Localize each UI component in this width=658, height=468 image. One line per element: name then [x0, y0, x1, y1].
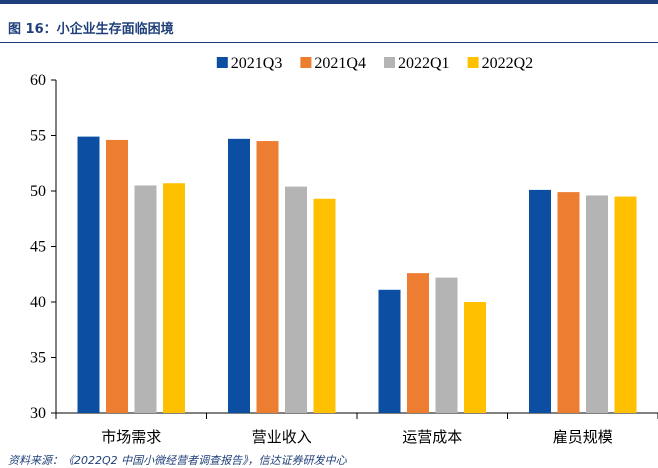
- bar: [285, 186, 307, 413]
- bar: [313, 198, 336, 413]
- legend-label: 2021Q4: [314, 55, 366, 72]
- bar: [586, 195, 608, 413]
- bar: [529, 189, 551, 413]
- bar: [407, 273, 429, 413]
- category-label: 市场需求: [101, 428, 161, 446]
- y-tick-label: 40: [30, 294, 46, 311]
- y-tick-label: 45: [30, 239, 46, 256]
- legend-swatch: [467, 57, 479, 68]
- bar: [435, 277, 458, 413]
- figure-title: 图 16：小企业生存面临困境: [8, 22, 174, 37]
- top-rule: [0, 0, 658, 4]
- legend-swatch: [384, 57, 395, 68]
- source-note: 资料来源：《2022Q2 中国小微经营者调查报告》，信达证券研发中心: [8, 454, 347, 467]
- bar: [256, 141, 279, 414]
- bar: [228, 138, 250, 413]
- bar: [464, 302, 486, 413]
- bar: [134, 185, 157, 413]
- category-label: 运营成本: [402, 428, 462, 446]
- bar: [378, 289, 401, 413]
- bar: [614, 196, 637, 413]
- category-label: 雇员规模: [553, 428, 613, 446]
- legend-label: 2022Q2: [482, 55, 534, 72]
- legend-label: 2021Q3: [231, 55, 283, 72]
- y-tick-label: 35: [30, 350, 46, 367]
- y-tick-label: 50: [30, 183, 46, 200]
- legend-label: 2022Q1: [398, 55, 450, 72]
- bar: [557, 192, 580, 413]
- legend-swatch: [300, 57, 312, 68]
- y-tick-label: 55: [30, 128, 46, 145]
- bar: [106, 139, 128, 413]
- y-tick-label: 60: [30, 72, 46, 89]
- title-rule: [0, 42, 658, 43]
- category-label: 营业收入: [252, 428, 312, 446]
- legend-swatch: [216, 57, 228, 68]
- bar: [163, 183, 185, 413]
- bar: [77, 136, 100, 414]
- y-tick-label: 30: [30, 405, 46, 422]
